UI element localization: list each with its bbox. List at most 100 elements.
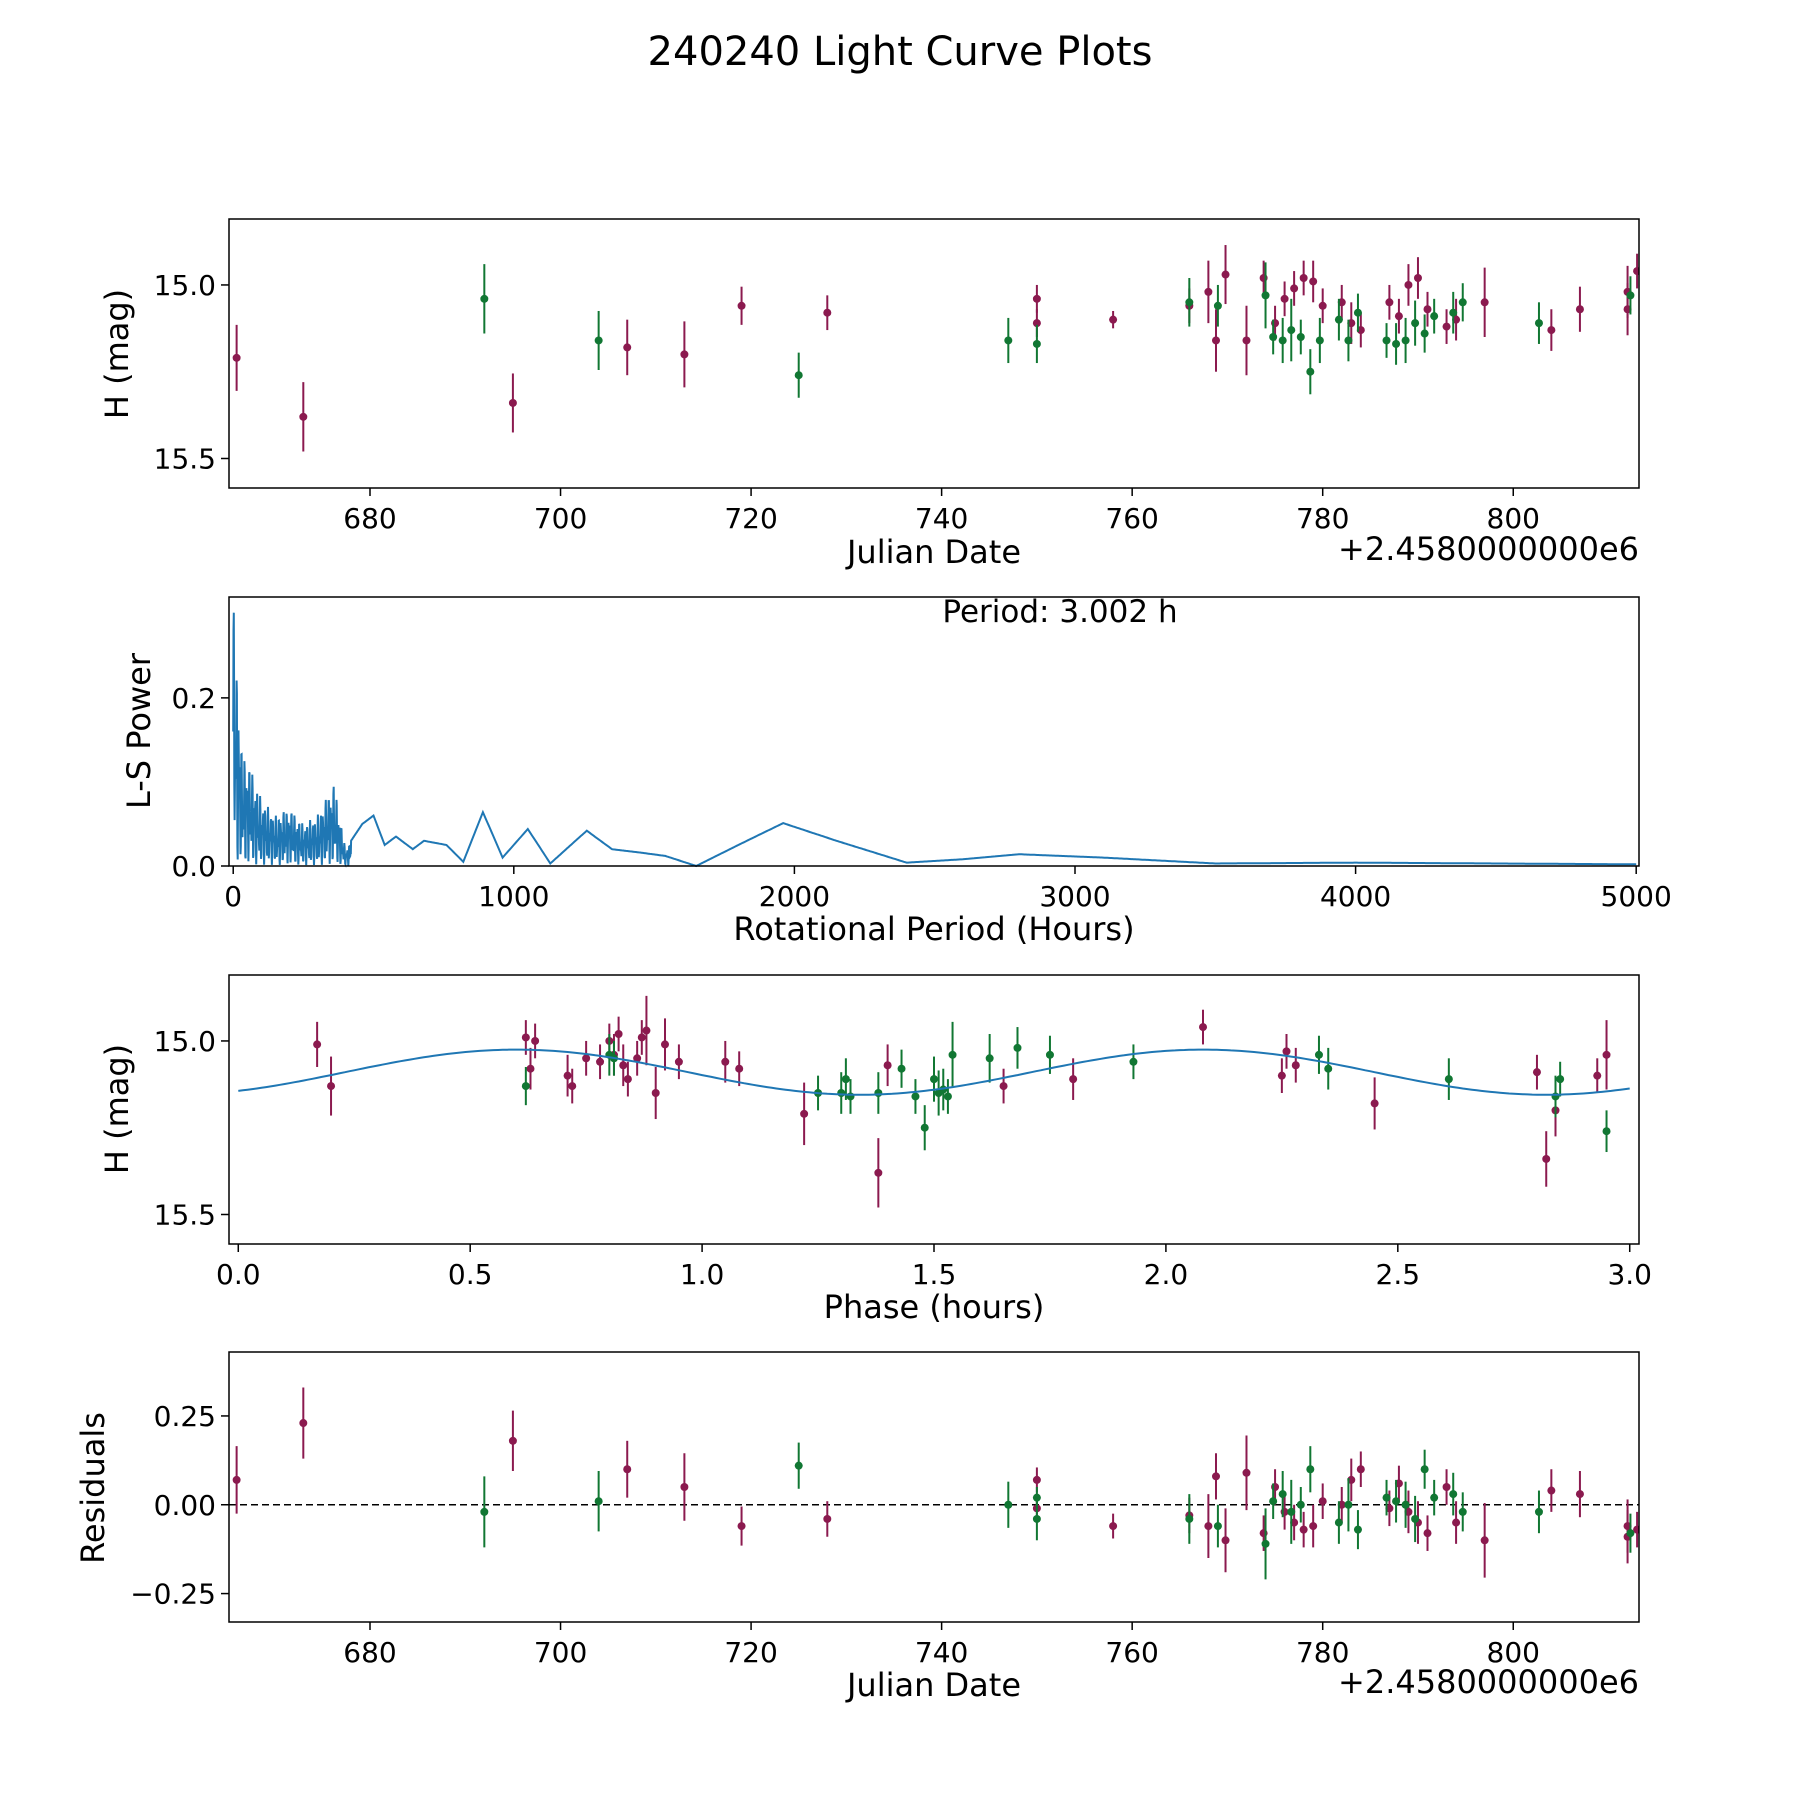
periodogram-frame bbox=[228, 596, 1640, 867]
lightcurve-xtick-label: 720 bbox=[724, 502, 777, 535]
point-filter_g bbox=[1185, 1514, 1194, 1523]
lightcurve-xlabel: Julian Date bbox=[845, 533, 1021, 571]
point-filter_r bbox=[1318, 1497, 1327, 1506]
point-filter_r bbox=[633, 1054, 642, 1063]
point-filter_r bbox=[1404, 280, 1413, 289]
lightcurve-xtick-label: 700 bbox=[534, 502, 587, 535]
periodogram-ytick-label: 0.2 bbox=[171, 682, 216, 715]
point-filter_r bbox=[737, 1522, 746, 1531]
residuals-xtick-label: 800 bbox=[1487, 1636, 1540, 1669]
point-filter_r bbox=[1290, 284, 1299, 293]
periodogram-xtick-label: 4000 bbox=[1320, 880, 1391, 913]
point-filter_r bbox=[1221, 270, 1230, 279]
point-filter_r bbox=[823, 308, 832, 317]
point-filter_r bbox=[596, 1057, 605, 1066]
point-filter_g bbox=[1382, 336, 1391, 345]
point-filter_g bbox=[1261, 291, 1270, 300]
point-filter_r bbox=[1423, 1529, 1432, 1538]
point-filter_r bbox=[1633, 1525, 1639, 1534]
point-filter_g bbox=[1353, 308, 1362, 317]
phased-xtick-label: 1.5 bbox=[912, 1258, 957, 1291]
residuals-offset-text: +2.4580000000e6 bbox=[1338, 1663, 1639, 1701]
point-filter_r bbox=[623, 1465, 632, 1474]
phased-ticks: 0.0 0.5 1.0 1.5 2.0 2.5 3.0 15.0 15.5 bbox=[154, 1025, 1652, 1291]
point-filter_g bbox=[594, 1497, 603, 1506]
phased-xtick-label: 1.0 bbox=[680, 1258, 725, 1291]
point-filter_g bbox=[1296, 1500, 1305, 1509]
point-filter_r bbox=[1199, 1023, 1208, 1032]
point-filter_g bbox=[1458, 1507, 1467, 1516]
point-filter_r bbox=[800, 1109, 809, 1118]
residuals-xtick-label: 700 bbox=[534, 1636, 587, 1669]
point-filter_r bbox=[1602, 1050, 1611, 1059]
lightcurve-frame bbox=[228, 218, 1640, 489]
lightcurve-ylabel: H (mag) bbox=[98, 289, 136, 419]
point-filter_g bbox=[930, 1075, 938, 1084]
point-filter_r bbox=[1299, 1525, 1308, 1534]
point-filter_r bbox=[721, 1057, 730, 1066]
point-filter_g bbox=[1314, 1050, 1323, 1059]
point-filter_g bbox=[1004, 1500, 1013, 1509]
point-filter_g bbox=[897, 1064, 906, 1073]
point-filter_r bbox=[660, 1040, 669, 1049]
point-filter_g bbox=[1411, 319, 1420, 328]
point-filter_g bbox=[1534, 319, 1543, 328]
point-filter_r bbox=[1280, 294, 1289, 303]
point-filter_g bbox=[594, 336, 603, 345]
point-filter_g bbox=[1534, 1507, 1543, 1516]
point-filter_r bbox=[1242, 1468, 1251, 1477]
point-filter_g bbox=[1269, 1497, 1278, 1506]
point-filter_g bbox=[1353, 1525, 1362, 1534]
phased-xtick-label: 0.5 bbox=[448, 1258, 493, 1291]
point-filter_r bbox=[1032, 294, 1041, 303]
panel-lightcurve: 680 700 720 740 760 780 800 15.0 15.5 Julian Dat… bbox=[98, 218, 1640, 571]
point-filter_r bbox=[680, 350, 689, 359]
point-filter_r bbox=[232, 353, 241, 362]
point-filter_r bbox=[1212, 1472, 1220, 1481]
periodogram-ylabel: L-S Power bbox=[120, 652, 158, 809]
residuals-xtick-label: 740 bbox=[915, 1636, 968, 1669]
lightcurve-ticks: 680 700 720 740 760 780 800 15.0 15.5 bbox=[154, 269, 1540, 535]
point-filter_g bbox=[1444, 1075, 1453, 1084]
point-filter_g bbox=[1261, 1539, 1270, 1548]
point-filter_g bbox=[1306, 367, 1315, 376]
point-filter_g bbox=[1032, 1514, 1041, 1523]
point-filter_g bbox=[480, 1507, 489, 1516]
phased-xtick-label: 0.0 bbox=[216, 1258, 261, 1291]
point-filter_r bbox=[568, 1082, 577, 1091]
period-annotation: Period: 3.002 h bbox=[942, 594, 1177, 630]
point-filter_g bbox=[1315, 336, 1324, 345]
periodogram-xtick-label: 2000 bbox=[759, 880, 830, 913]
point-filter_r bbox=[1032, 1475, 1041, 1484]
residuals-ylabel: Residuals bbox=[74, 1412, 112, 1564]
point-filter_r bbox=[1204, 287, 1213, 296]
point-filter_r bbox=[1109, 315, 1118, 324]
point-filter_r bbox=[1480, 1536, 1489, 1545]
point-filter_r bbox=[1633, 267, 1639, 276]
point-filter_r bbox=[1204, 1522, 1213, 1531]
residuals-marks bbox=[229, 1387, 1639, 1580]
point-filter_r bbox=[526, 1064, 535, 1073]
phased-xlabel: Phase (hours) bbox=[824, 1288, 1045, 1326]
residuals-xtick-label: 760 bbox=[1105, 1636, 1158, 1669]
point-filter_r bbox=[1385, 298, 1394, 307]
periodogram-xtick-label: 0 bbox=[224, 880, 242, 913]
figure-title: 240240 Light Curve Plots bbox=[648, 29, 1153, 75]
point-filter_r bbox=[619, 1061, 628, 1070]
point-filter_r bbox=[1356, 1465, 1365, 1474]
point-filter_r bbox=[883, 1061, 892, 1070]
lightcurve-xtick-label: 740 bbox=[915, 502, 968, 535]
point-filter_g bbox=[1344, 336, 1353, 345]
point-filter_r bbox=[1299, 274, 1308, 283]
point-filter_g bbox=[837, 1089, 846, 1098]
lightcurve-marks bbox=[232, 245, 1639, 452]
point-filter_r bbox=[1423, 305, 1432, 314]
point-filter_g bbox=[1269, 333, 1278, 342]
point-filter_g bbox=[1392, 1497, 1401, 1506]
point-filter_g bbox=[1213, 1522, 1222, 1531]
point-filter_g bbox=[1626, 1529, 1635, 1538]
point-filter_r bbox=[1442, 322, 1451, 331]
point-filter_r bbox=[1318, 301, 1327, 310]
periodogram-xlabel: Rotational Period (Hours) bbox=[733, 910, 1134, 948]
point-filter_r bbox=[1370, 1099, 1379, 1108]
